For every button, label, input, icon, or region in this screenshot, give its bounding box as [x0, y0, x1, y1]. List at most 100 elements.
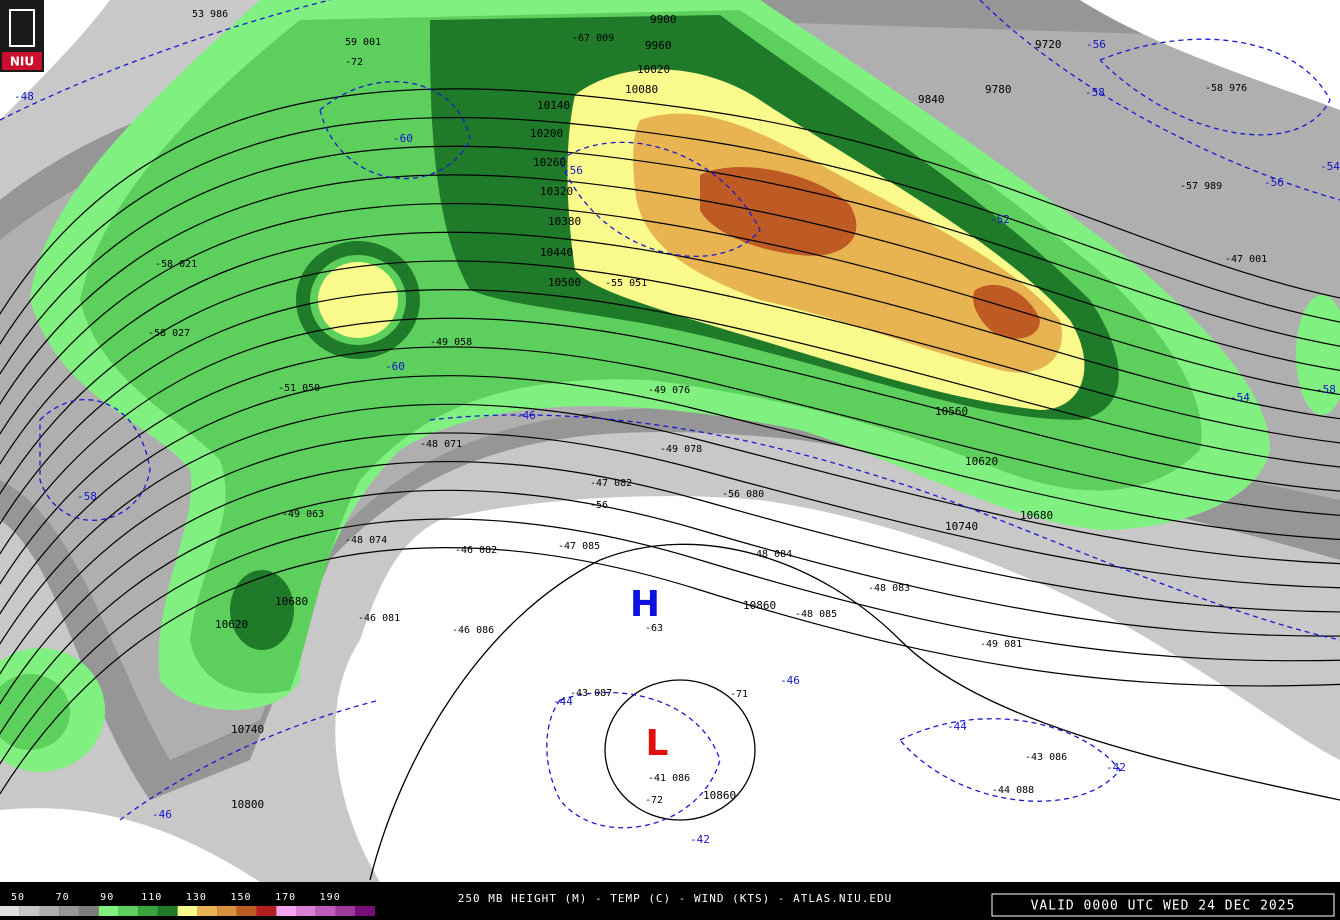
- legend-label: 110: [141, 892, 162, 903]
- logo-band: [2, 52, 42, 70]
- isotherm-label: -44: [947, 720, 967, 733]
- station-label: -58 027: [148, 328, 190, 339]
- height-label: 9960: [645, 39, 672, 52]
- station-label: -46 081: [358, 613, 400, 624]
- legend-swatch: [19, 906, 40, 916]
- isotherm: [546, 691, 721, 829]
- height-contour: [0, 174, 1340, 406]
- station-label: -47 001: [1225, 254, 1267, 265]
- height-contour: [0, 116, 1340, 346]
- isotherm-label: -60: [393, 132, 413, 145]
- legend-swatch: [118, 906, 139, 916]
- height-label: 10200: [530, 127, 563, 140]
- legend-swatch: [39, 906, 60, 916]
- legend-swatch: [236, 906, 257, 916]
- height-label: 9840: [918, 93, 945, 106]
- isotherm: [119, 699, 381, 821]
- height-label: 10140: [537, 99, 570, 112]
- isotherm-label: -56: [1086, 38, 1106, 51]
- low-center: L: [646, 723, 669, 764]
- legend-label: 130: [186, 892, 207, 903]
- isotherm: [0, 0, 331, 121]
- height-label: 10020: [637, 63, 670, 76]
- legend-label: 150: [230, 892, 251, 903]
- station-label: -49 081: [980, 639, 1022, 650]
- legend-swatch: [157, 906, 178, 916]
- isotherm: [39, 398, 151, 521]
- legend-swatch: [355, 906, 375, 916]
- height-label: 10080: [625, 83, 658, 96]
- station-label: -41 086: [648, 773, 690, 784]
- isotherm: [429, 414, 1340, 641]
- isotherm-label: -44: [553, 695, 573, 708]
- legend-label: 190: [320, 892, 341, 903]
- height-label: 10440: [540, 246, 573, 259]
- station-label: -48 085: [795, 609, 837, 620]
- contour-gulf: [369, 543, 1340, 881]
- isotherm-label: -46: [780, 674, 800, 687]
- legend-label: 50: [11, 892, 25, 903]
- station-label: -56 080: [722, 489, 764, 500]
- isotherm: [899, 718, 1121, 802]
- station-label: -63: [645, 623, 663, 634]
- height-contour: [0, 288, 1340, 526]
- station-label: -55 051: [605, 278, 647, 289]
- height-label: 10860: [743, 599, 776, 612]
- legend-label: 90: [100, 892, 114, 903]
- map-title: 250 MB HEIGHT (M) - TEMP (C) - WIND (KTS…: [458, 892, 893, 905]
- legend-label: 70: [56, 892, 70, 903]
- height-label: 10680: [1020, 509, 1053, 522]
- isotherm-label: -56: [1264, 176, 1284, 189]
- height-label: 10380: [548, 215, 581, 228]
- wind-shading: [0, 0, 1340, 882]
- station-label: -51 050: [278, 383, 320, 394]
- height-contour: [0, 518, 1340, 766]
- legend-swatch: [315, 906, 336, 916]
- legend-swatch: [197, 906, 218, 916]
- station-label: -47 082: [590, 478, 632, 489]
- isotherm: [979, 0, 1340, 201]
- height-label: 10620: [215, 618, 248, 631]
- low-contour: [604, 679, 756, 821]
- contours: [0, 0, 1340, 881]
- isotherm-label: -58: [77, 490, 97, 503]
- height-label: 10620: [965, 455, 998, 468]
- isotherm-label: -48: [14, 90, 34, 103]
- height-contour: [0, 432, 1340, 676]
- sw-blob: [230, 570, 294, 650]
- green-ring: [296, 241, 420, 359]
- legend-swatch: [296, 906, 316, 916]
- legend-label: 170: [275, 892, 296, 903]
- isotherm-label: -54: [1320, 160, 1340, 173]
- height-contour: [0, 461, 1340, 706]
- station-label: -58 021: [155, 259, 197, 270]
- map-labels: 9900 9960 10020 10080 10140 10200 10260 10320 10…: [14, 9, 1340, 846]
- height-contour: [0, 346, 1340, 586]
- logo-tower: [9, 9, 35, 47]
- height-label: 10860: [703, 789, 736, 802]
- height-label: 10320: [540, 185, 573, 198]
- station-label: -56: [590, 500, 608, 511]
- legend-swatch: [335, 906, 356, 916]
- station-label: -48 074: [345, 535, 387, 546]
- height-label: 9780: [985, 83, 1012, 96]
- station-label: -48 084: [750, 549, 792, 560]
- legend: 50 70 90 110 130 150 170 190: [0, 892, 375, 916]
- height-label: 10260: [533, 156, 566, 169]
- station-label: -46 086: [452, 625, 494, 636]
- station-label: -43 087: [570, 688, 612, 699]
- isotherm: [559, 141, 761, 257]
- station-label: -67 009: [572, 33, 614, 44]
- height-contour: [0, 489, 1340, 736]
- station-label: -48 083: [868, 583, 910, 594]
- station-label: -46 082: [455, 545, 497, 556]
- height-label: 10740: [231, 723, 264, 736]
- yellow-spot: [318, 262, 398, 338]
- height-contour: [0, 317, 1340, 556]
- valid-time: VALID 0000 UTC WED 24 DEC 2025: [1031, 899, 1296, 914]
- height-contour: [0, 88, 1340, 316]
- logo-text: NIU: [10, 55, 34, 69]
- jet-core-1: [700, 166, 857, 256]
- isotherm-label: -42: [690, 833, 710, 846]
